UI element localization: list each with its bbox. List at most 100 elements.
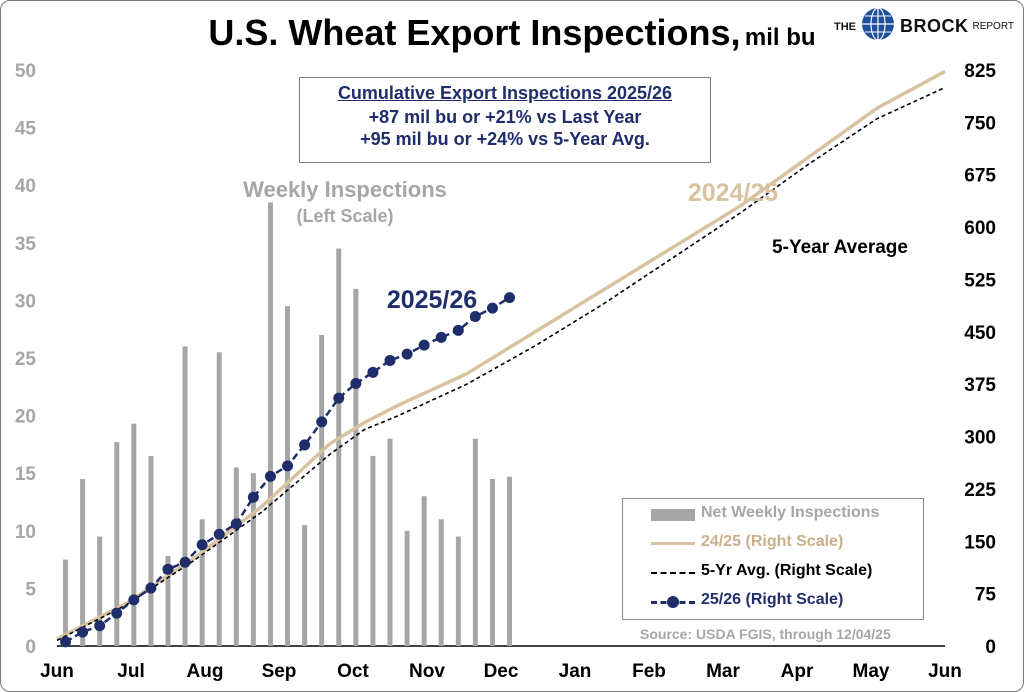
series-point-2025-26 bbox=[384, 354, 396, 366]
legend-label-ly: 24/25 (Right Scale) bbox=[701, 533, 844, 550]
brand-the: THE bbox=[834, 20, 856, 33]
x-tick-label: Apr bbox=[781, 661, 814, 682]
left-tick-label: 45 bbox=[15, 119, 37, 140]
series-point-2025-26 bbox=[213, 528, 225, 540]
left-tick-label: 30 bbox=[15, 291, 36, 312]
x-tick-label: Jun bbox=[928, 661, 962, 682]
weekly-bar bbox=[216, 352, 222, 646]
title-unit: mil bu bbox=[744, 24, 816, 51]
info-line-1: +87 mil bu or +21% vs Last Year bbox=[368, 107, 642, 127]
series-point-2025-26 bbox=[435, 331, 447, 343]
weekly-bar bbox=[285, 306, 291, 646]
series-point-2025-26 bbox=[418, 339, 430, 351]
left-tick-label: 15 bbox=[15, 464, 37, 485]
series-point-2025-26 bbox=[77, 626, 89, 638]
series-point-2025-26 bbox=[452, 324, 464, 336]
series-point-2025-26 bbox=[162, 563, 174, 575]
right-tick-label: 150 bbox=[964, 532, 996, 553]
weekly-bar bbox=[182, 346, 188, 646]
legend-swatch-avg bbox=[651, 572, 695, 574]
legend: Net Weekly Inspections 24/25 (Right Scal… bbox=[622, 498, 924, 620]
weekly-bar bbox=[404, 530, 410, 646]
left-tick-label: 0 bbox=[25, 637, 36, 658]
brand-logo: THE BROCK REPORT bbox=[834, 6, 1014, 47]
weekly-bar bbox=[421, 496, 427, 646]
annotation-2025-26: 2025/26 bbox=[387, 286, 477, 314]
left-tick-label: 35 bbox=[15, 234, 37, 255]
x-tick-label: Nov bbox=[409, 661, 445, 682]
weekly-bar bbox=[165, 556, 171, 646]
weekly-bar bbox=[148, 455, 154, 646]
series-point-2025-26 bbox=[94, 620, 106, 632]
x-tick-label: Sep bbox=[262, 661, 297, 682]
left-tick-label: 20 bbox=[15, 407, 36, 428]
brand-report: REPORT bbox=[972, 21, 1015, 32]
x-tick-label: Aug bbox=[187, 661, 224, 682]
series-point-2025-26 bbox=[316, 416, 328, 428]
series-point-2025-26 bbox=[230, 518, 242, 530]
series-point-2025-26 bbox=[247, 491, 259, 503]
x-tick-label: Feb bbox=[632, 661, 666, 682]
series-point-2025-26 bbox=[401, 348, 413, 360]
right-tick-label: 225 bbox=[964, 480, 996, 501]
x-tick-label: Jan bbox=[559, 661, 592, 682]
series-point-2025-26 bbox=[179, 556, 191, 568]
weekly-bar bbox=[507, 476, 513, 646]
legend-label-bars: Net Weekly Inspections bbox=[701, 504, 880, 521]
weekly-bar bbox=[114, 442, 120, 646]
right-tick-label: 750 bbox=[964, 113, 996, 134]
right-tick-label: 0 bbox=[985, 637, 996, 658]
brand-name: BROCK bbox=[900, 16, 969, 36]
weekly-bar bbox=[63, 559, 69, 646]
right-tick-label: 450 bbox=[964, 323, 996, 344]
legend-label-cy: 25/26 (Right Scale) bbox=[701, 591, 844, 608]
weekly-bar bbox=[370, 455, 376, 646]
legend-item-ly: 24/25 (Right Scale) bbox=[623, 530, 923, 556]
weekly-bar bbox=[472, 438, 478, 646]
info-heading: Cumulative Export Inspections 2025/26 bbox=[337, 83, 673, 103]
series-line-2024-25 bbox=[56, 69, 946, 641]
legend-item-bars: Net Weekly Inspections bbox=[623, 501, 923, 527]
info-line-2: +95 mil bu or +24% vs 5-Year Avg. bbox=[360, 129, 650, 149]
weekly-bar bbox=[302, 525, 308, 646]
weekly-bar bbox=[131, 423, 137, 646]
right-tick-label: 825 bbox=[964, 61, 996, 82]
chart-title: U.S. Wheat Export Inspections, mil bu bbox=[0, 12, 1024, 54]
weekly-bar bbox=[250, 473, 256, 646]
series-point-2025-26 bbox=[282, 460, 294, 472]
title-main: U.S. Wheat Export Inspections, bbox=[208, 12, 741, 53]
annotation-2024-25: 2024/25 bbox=[688, 179, 778, 207]
series-point-2025-26 bbox=[333, 392, 345, 404]
series-line-5yr-avg bbox=[56, 86, 946, 642]
legend-swatch-bars bbox=[651, 509, 695, 521]
series-point-2025-26 bbox=[264, 470, 276, 482]
x-tick-label: Jun bbox=[40, 661, 74, 682]
series-point-2025-26 bbox=[111, 607, 123, 619]
left-tick-label: 50 bbox=[15, 61, 36, 82]
right-tick-label: 375 bbox=[964, 375, 996, 396]
weekly-bar bbox=[80, 478, 86, 646]
globe-icon bbox=[860, 6, 896, 47]
x-tick-label: Jul bbox=[117, 661, 144, 682]
legend-label-avg: 5-Yr Avg. (Right Scale) bbox=[701, 562, 873, 579]
annotation-5yr-average: 5-Year Average bbox=[772, 237, 908, 258]
weekly-bar bbox=[387, 438, 393, 646]
x-tick-label: May bbox=[853, 661, 890, 682]
series-point-2025-26 bbox=[196, 539, 208, 551]
right-tick-label: 675 bbox=[964, 166, 996, 187]
legend-marker-cy bbox=[667, 596, 679, 608]
weekly-bar bbox=[267, 202, 273, 647]
legend-item-avg: 5-Yr Avg. (Right Scale) bbox=[623, 559, 923, 585]
series-point-2025-26 bbox=[128, 594, 140, 606]
x-tick-label: Dec bbox=[484, 661, 519, 682]
series-point-2025-26 bbox=[145, 582, 157, 594]
annotation-weekly-title: Weekly Inspections bbox=[243, 177, 447, 202]
left-tick-label: 10 bbox=[15, 522, 36, 543]
series-point-2025-26 bbox=[504, 292, 516, 304]
right-tick-label: 525 bbox=[964, 270, 996, 291]
weekly-bar bbox=[199, 519, 205, 646]
info-box: Cumulative Export Inspections 2025/26 +8… bbox=[299, 77, 711, 163]
weekly-bar bbox=[336, 248, 342, 646]
left-tick-label: 5 bbox=[25, 579, 36, 600]
